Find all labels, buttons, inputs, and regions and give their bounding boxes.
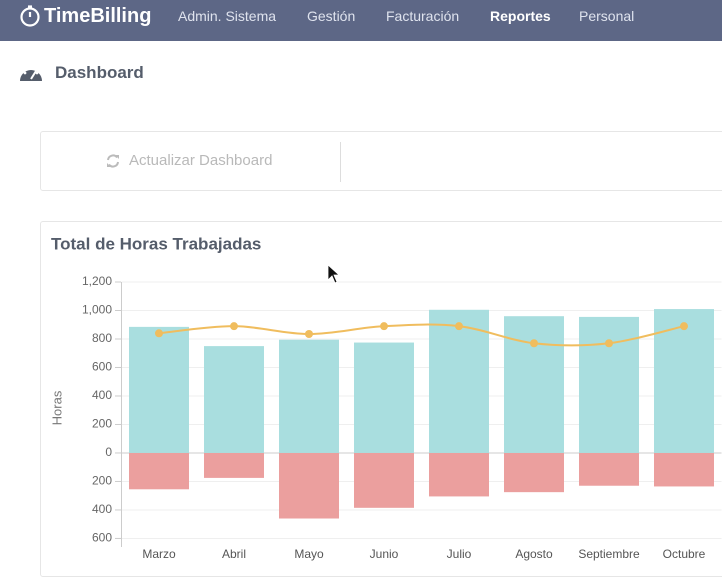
logo-icon xyxy=(20,5,40,27)
y-tick-label: 800 xyxy=(92,331,112,345)
x-tick-label: Agosto xyxy=(515,547,553,561)
nav-item[interactable]: Personal xyxy=(579,8,635,24)
y-tick-label: 1,000 xyxy=(82,303,112,317)
cursor xyxy=(327,264,341,284)
refresh-icon[interactable] xyxy=(105,153,121,169)
bar xyxy=(654,452,714,487)
x-tick-label: Septiembre xyxy=(578,547,640,561)
bar xyxy=(279,339,339,453)
bar xyxy=(279,452,339,519)
bar xyxy=(504,316,564,453)
nav-item[interactable]: Facturación xyxy=(386,8,460,24)
divider xyxy=(340,142,341,182)
y-tick-label: 400 xyxy=(92,502,112,516)
dashboard-icon xyxy=(20,66,42,81)
line-point xyxy=(605,339,613,348)
line-point xyxy=(455,322,463,331)
line-point xyxy=(230,322,238,331)
y-tick-label: 400 xyxy=(92,388,112,402)
bar xyxy=(504,452,564,493)
page-title: Dashboard xyxy=(55,63,144,82)
x-tick-label: Marzo xyxy=(142,547,176,561)
y-tick-label: 200 xyxy=(92,474,112,488)
y-tick-label: 0 xyxy=(105,445,112,459)
bar xyxy=(354,452,414,508)
line-point xyxy=(155,329,163,338)
line-point xyxy=(380,322,388,331)
line-point xyxy=(530,339,538,348)
chart-title: Total de Horas Trabajadas xyxy=(51,234,261,253)
line-point xyxy=(305,330,313,339)
bar xyxy=(579,316,639,453)
y-tick-label: 600 xyxy=(92,531,112,545)
x-tick-label: Abril xyxy=(222,547,246,561)
nav-item[interactable]: Admin. Sistema xyxy=(178,8,277,24)
bar xyxy=(429,452,489,497)
y-axis-label: Horas xyxy=(49,390,64,425)
x-tick-label: Octubre xyxy=(663,547,706,561)
nav-item[interactable]: Reportes xyxy=(490,8,551,24)
bar xyxy=(654,309,714,453)
y-tick-label: 600 xyxy=(92,360,112,374)
nav-item[interactable]: Gestión xyxy=(307,8,356,24)
navbar: TimeBilling Admin. Sistema Gestión Factura… xyxy=(0,0,722,41)
x-tick-label: Mayo xyxy=(294,547,324,561)
line-point xyxy=(680,322,688,331)
bar xyxy=(204,452,264,478)
bar xyxy=(129,452,189,490)
line xyxy=(158,323,685,347)
bar xyxy=(579,452,639,486)
bar xyxy=(429,309,489,453)
brand[interactable]: TimeBilling xyxy=(44,5,152,27)
bar xyxy=(354,342,414,453)
x-tick-label: Julio xyxy=(447,547,472,561)
bar xyxy=(129,326,189,453)
x-tick-label: Junio xyxy=(370,547,399,561)
refresh-button[interactable]: Actualizar Dashboard xyxy=(129,152,273,169)
bar xyxy=(204,346,264,453)
y-tick-label: 1,200 xyxy=(82,274,112,288)
y-tick-label: 200 xyxy=(92,417,112,431)
actions-card xyxy=(40,131,722,191)
